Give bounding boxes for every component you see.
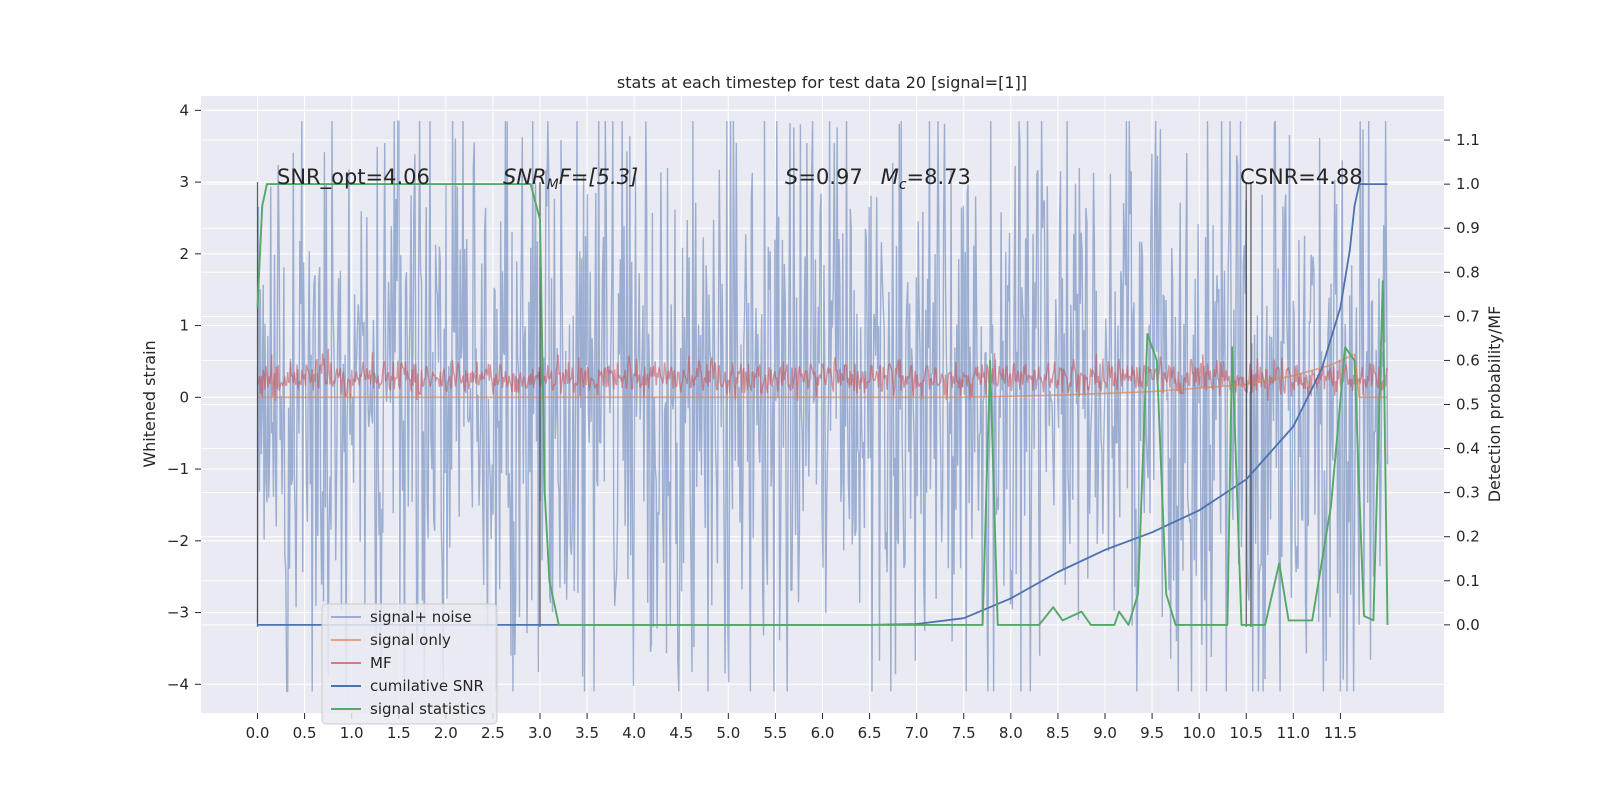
s-value: =0.97 [798, 165, 862, 189]
x-tick-label: 10.0 [1182, 724, 1215, 742]
y-right-tick-label: 0.6 [1456, 351, 1480, 369]
annotation-csnr: CSNR=4.88 [1240, 165, 1363, 189]
y-axis-label: Whitened strain [140, 340, 159, 467]
x-tick-label: 10.5 [1230, 724, 1263, 742]
legend-box [321, 603, 498, 725]
annotation-snr-mf: SNRMF=[5.3] [503, 165, 638, 193]
annotation-snr-opt: SNR_opt=4.06 [277, 165, 430, 190]
x-tick-label: 4.0 [622, 724, 646, 742]
y-tick-label: 2 [179, 245, 189, 263]
x-tick-label: 6.5 [858, 724, 882, 742]
legend-entry: signal+ noise [370, 608, 472, 626]
y-axis-right-label: Detection probability/MF [1485, 306, 1504, 503]
legend-entry: signal statistics [370, 700, 486, 718]
y-tick-label: −4 [167, 675, 189, 693]
snr-mf-tail: F=[5.3] [559, 165, 638, 189]
vertical-markers [256, 182, 1252, 627]
x-tick-label: 9.0 [1093, 724, 1117, 742]
x-tick-label: 6.0 [811, 724, 835, 742]
legend-entry: cumilative SNR [370, 677, 484, 695]
s-label: S [785, 165, 798, 189]
signal-statistics-line [256, 183, 1389, 626]
y-tick-label: −2 [167, 532, 189, 550]
x-tick-label: 5.5 [763, 724, 787, 742]
x-tick-label: 8.5 [1046, 724, 1070, 742]
snr-mf-base: SNR [503, 165, 547, 189]
x-tick-label: 1.5 [387, 724, 411, 742]
signal-only-line [257, 353, 1388, 399]
x-tick-label: 7.0 [905, 724, 929, 742]
x-tick-label: 1.0 [340, 724, 364, 742]
mf-series [256, 348, 1389, 401]
cumulative-snr-line [257, 183, 1388, 626]
signal-statistics-series [256, 183, 1389, 626]
chart-title: stats at each timestep for test data 20 … [617, 73, 1027, 92]
x-tick-label: 3.0 [528, 724, 552, 742]
mc-sub: c [899, 177, 907, 193]
snr-mf-sub: M [547, 177, 559, 193]
y-right-tick-label: 0.3 [1456, 484, 1480, 502]
y-tick-label: 1 [179, 317, 189, 335]
y-tick-label: 4 [179, 101, 189, 119]
cumulative-snr-series [257, 183, 1388, 626]
x-tick-label: 4.5 [669, 724, 693, 742]
signal-noise-series [256, 120, 1389, 693]
signal-only-series [257, 353, 1388, 399]
y-right-tick-label: 0.2 [1456, 528, 1480, 546]
y-tick-label: −3 [167, 604, 189, 622]
y-tick-label: 0 [179, 388, 189, 406]
x-tick-label: 2.0 [434, 724, 458, 742]
x-tick-label: 3.5 [575, 724, 599, 742]
y-right-tick-label: 0.7 [1456, 307, 1480, 325]
y-tick-label: −1 [167, 460, 189, 478]
y-right-tick-label: 0.9 [1456, 219, 1480, 237]
x-tick-label: 7.5 [952, 724, 976, 742]
legend: signal+ noise signal only MF cumilative SNR… [321, 603, 498, 725]
x-tick-label: 5.0 [716, 724, 740, 742]
y-axis-right: 1.1 1.0 0.9 0.8 0.7 0.6 0.5 0.4 0.3 0.2 0.1 0.0 [1444, 131, 1480, 634]
y-right-tick-label: 0.0 [1456, 616, 1480, 634]
x-tick-label: 11.5 [1324, 724, 1357, 742]
y-right-tick-label: 1.1 [1456, 131, 1480, 149]
legend-entry: MF [370, 654, 392, 672]
y-right-tick-label: 1.0 [1456, 175, 1480, 193]
y-right-tick-label: 0.8 [1456, 263, 1480, 281]
annotation-s-mc: S=0.97 Mc=8.73 [785, 165, 971, 193]
x-tick-label: 0.5 [293, 724, 317, 742]
x-tick-label: 8.0 [999, 724, 1023, 742]
x-axis: 0.0 0.5 1.0 1.5 2.0 2.5 3.0 3.5 4.0 4.5 5.0 5.5 6.0 6… [246, 713, 1357, 742]
legend-entry: signal only [370, 631, 451, 649]
x-tick-label: 0.0 [246, 724, 270, 742]
y-tick-label: 3 [179, 173, 189, 191]
y-axis-left: 4 3 2 1 0 −1 −2 −3 −4 [167, 101, 201, 693]
y-right-tick-label: 0.4 [1456, 440, 1480, 458]
mc-value: =8.73 [907, 165, 971, 189]
x-tick-label: 9.5 [1140, 724, 1164, 742]
x-tick-label: 2.5 [481, 724, 505, 742]
y-right-tick-label: 0.5 [1456, 396, 1480, 414]
x-tick-label: 11.0 [1277, 724, 1310, 742]
mc-label: M [881, 165, 899, 189]
y-right-tick-label: 0.1 [1456, 572, 1480, 590]
